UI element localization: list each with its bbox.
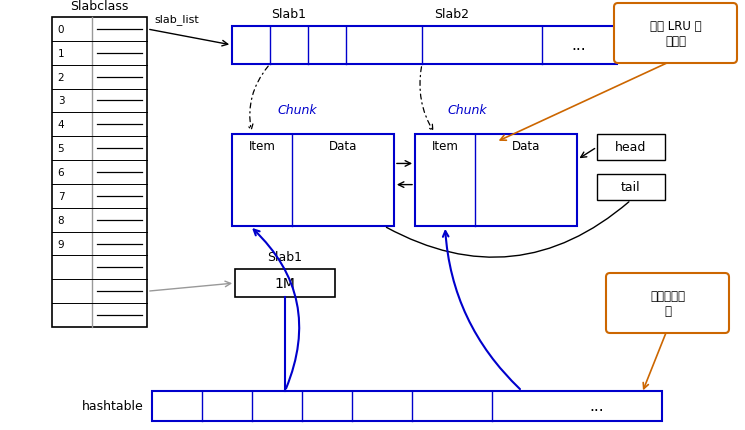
Bar	[597, 135, 665, 161]
Text: 实现快速查
找: 实现快速查 找	[650, 289, 685, 317]
Text: 0: 0	[58, 25, 64, 35]
Text: Slab2: Slab2	[434, 8, 469, 21]
Bar	[597, 175, 665, 200]
Text: hashtable: hashtable	[82, 399, 144, 412]
Text: Chunk: Chunk	[447, 104, 486, 117]
Text: 5: 5	[57, 144, 64, 154]
Text: Item: Item	[249, 140, 276, 153]
Text: Chunk: Chunk	[277, 104, 317, 117]
Text: Item: Item	[431, 140, 458, 153]
Text: 8: 8	[57, 215, 64, 225]
Text: 4: 4	[57, 120, 64, 130]
FancyBboxPatch shape	[614, 4, 737, 64]
Bar	[415, 135, 577, 227]
Text: Data: Data	[329, 140, 357, 153]
Text: 9: 9	[57, 239, 64, 249]
Text: Data: Data	[512, 140, 540, 153]
Text: tail: tail	[621, 181, 641, 194]
Text: 1: 1	[57, 49, 64, 58]
Text: Slab1: Slab1	[271, 8, 306, 21]
Text: slab_list: slab_list	[155, 14, 200, 25]
Text: 6: 6	[57, 168, 64, 178]
Text: 1M: 1M	[275, 276, 296, 290]
Bar	[232, 27, 617, 65]
FancyBboxPatch shape	[606, 273, 729, 333]
Text: Slab1: Slab1	[267, 250, 302, 264]
Bar	[152, 391, 662, 421]
Text: Slabclass: Slabclass	[70, 0, 129, 13]
Text: head: head	[615, 141, 647, 154]
Bar	[52, 18, 147, 327]
Text: 3: 3	[57, 96, 64, 106]
Text: 实现 LRU 策
略队列: 实现 LRU 策 略队列	[650, 20, 701, 48]
Text: 2: 2	[57, 72, 64, 83]
Bar	[235, 269, 335, 297]
Bar	[232, 135, 394, 227]
Text: ...: ...	[571, 38, 586, 53]
Text: 7: 7	[57, 191, 64, 201]
Text: ...: ...	[590, 399, 604, 414]
